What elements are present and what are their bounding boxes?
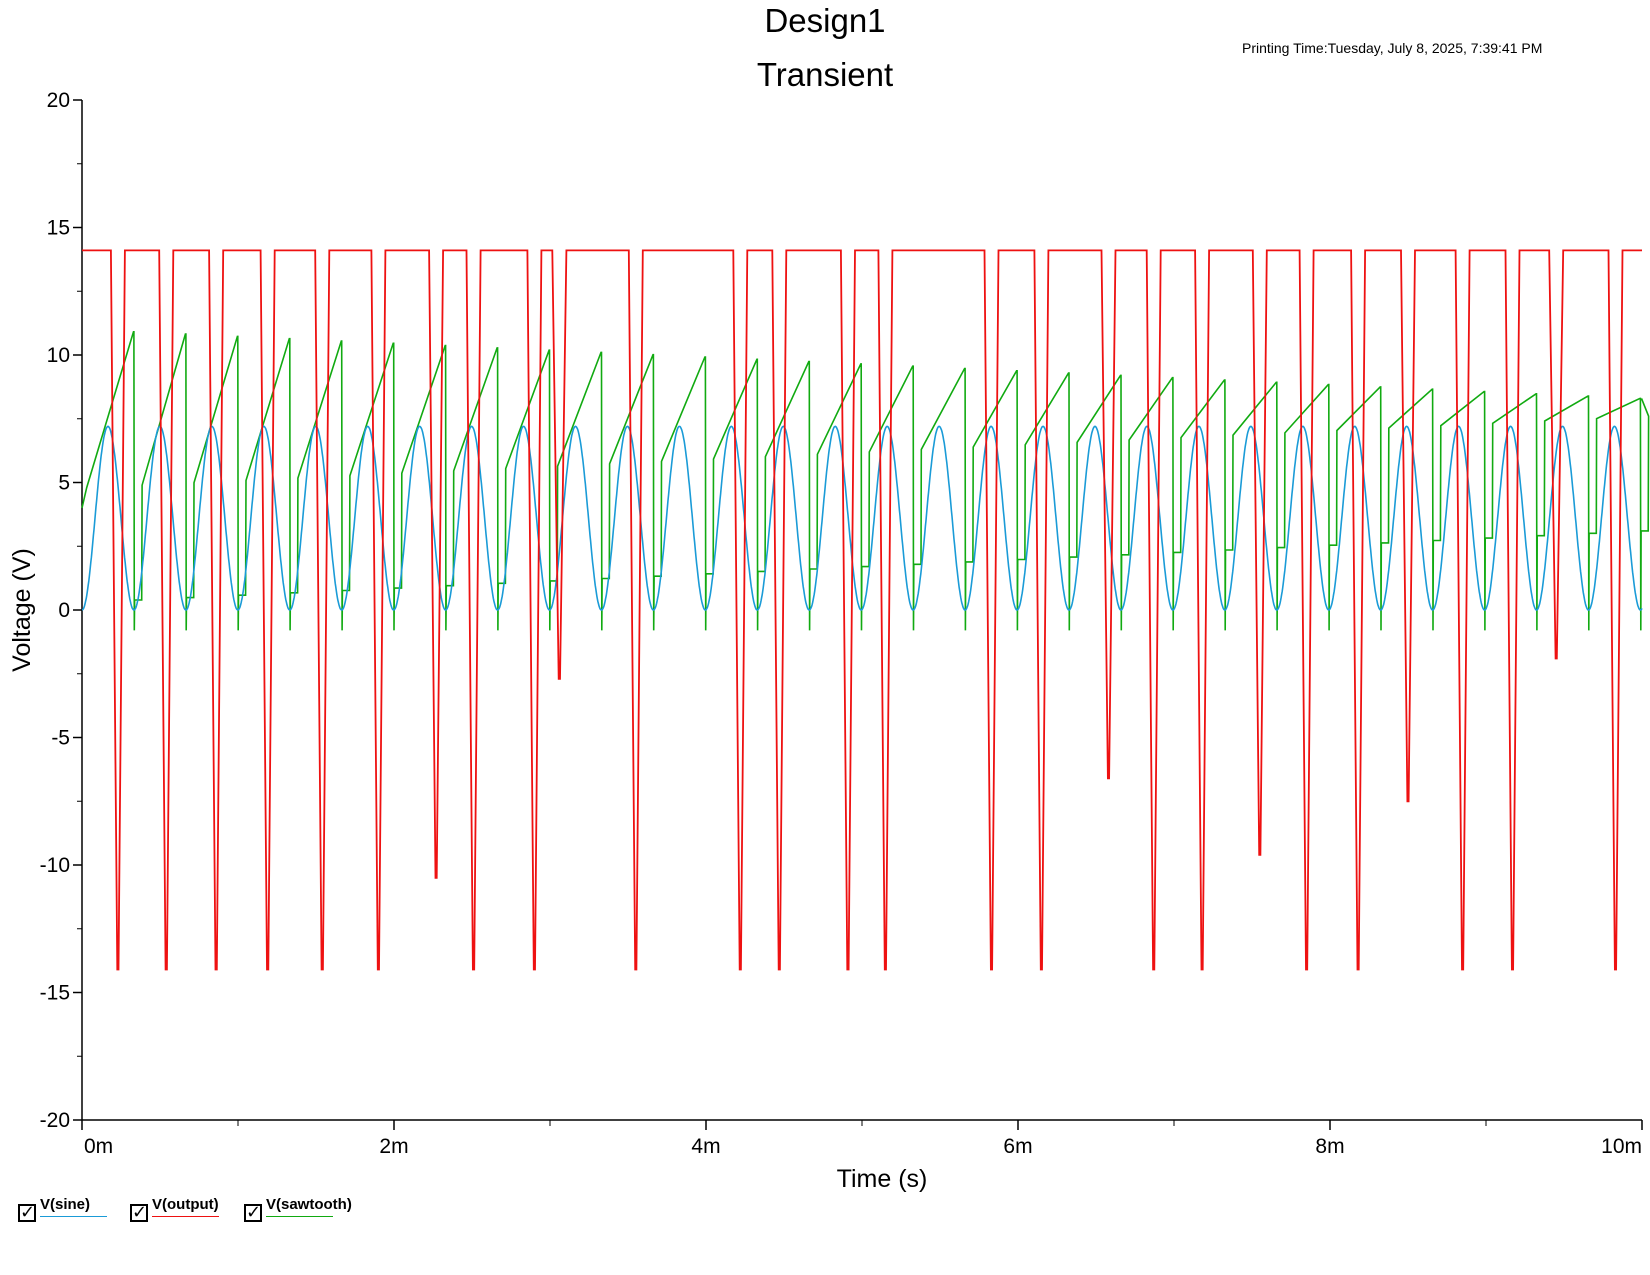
y-tick-label: -10 [40,854,70,877]
chart-title: Design1 [764,2,886,39]
y-axis-label: Voltage (V) [8,548,36,672]
x-axis-label: Time (s) [837,1165,928,1193]
y-tick-label: -5 [51,727,70,750]
chart-subtitle: Transient [756,56,894,93]
y-tick-label: 0 [58,599,70,622]
legend-checkbox-sine[interactable]: ✓ [18,1202,36,1223]
y-tick-label: -15 [40,982,70,1005]
x-tick-label: 8m [1315,1135,1344,1158]
y-tick-label: 20 [47,89,70,112]
legend-checkbox-sawtooth[interactable]: ✓ [244,1202,262,1223]
series-layer [81,249,1650,971]
legend-label-output: V(output) [152,1196,219,1213]
x-tick-label: 10m [1601,1135,1642,1158]
legend-swatch-sine [40,1216,107,1217]
legend-swatch-sawtooth [266,1216,333,1217]
series-line-sawtooth [81,331,1650,631]
plot-axes [73,99,1643,1130]
printing-time: Printing Time:Tuesday, July 8, 2025, 7:3… [1242,40,1543,56]
x-tick-label: 2m [379,1135,408,1158]
x-tick-label: 6m [1003,1135,1032,1158]
y-tick-label: 10 [47,344,70,367]
legend-checkbox-output[interactable]: ✓ [130,1202,148,1223]
legend-label-sawtooth: V(sawtooth) [266,1196,352,1213]
legend-swatch-output [152,1216,219,1217]
x-tick-label: 0m [84,1135,113,1158]
series-line-sine [81,425,1643,611]
y-tick-label: 15 [47,217,70,240]
series-line-output [82,249,1642,971]
x-tick-label: 4m [691,1135,720,1158]
y-tick-label: 5 [58,472,70,495]
legend-label-sine: V(sine) [40,1196,91,1213]
y-tick-label: -20 [40,1109,70,1132]
axis-labels: -20 -15 -10 -5 0 5 10 15 20 0m 2m 4m 6m 8m 10m Time (s)… [8,89,1642,1193]
